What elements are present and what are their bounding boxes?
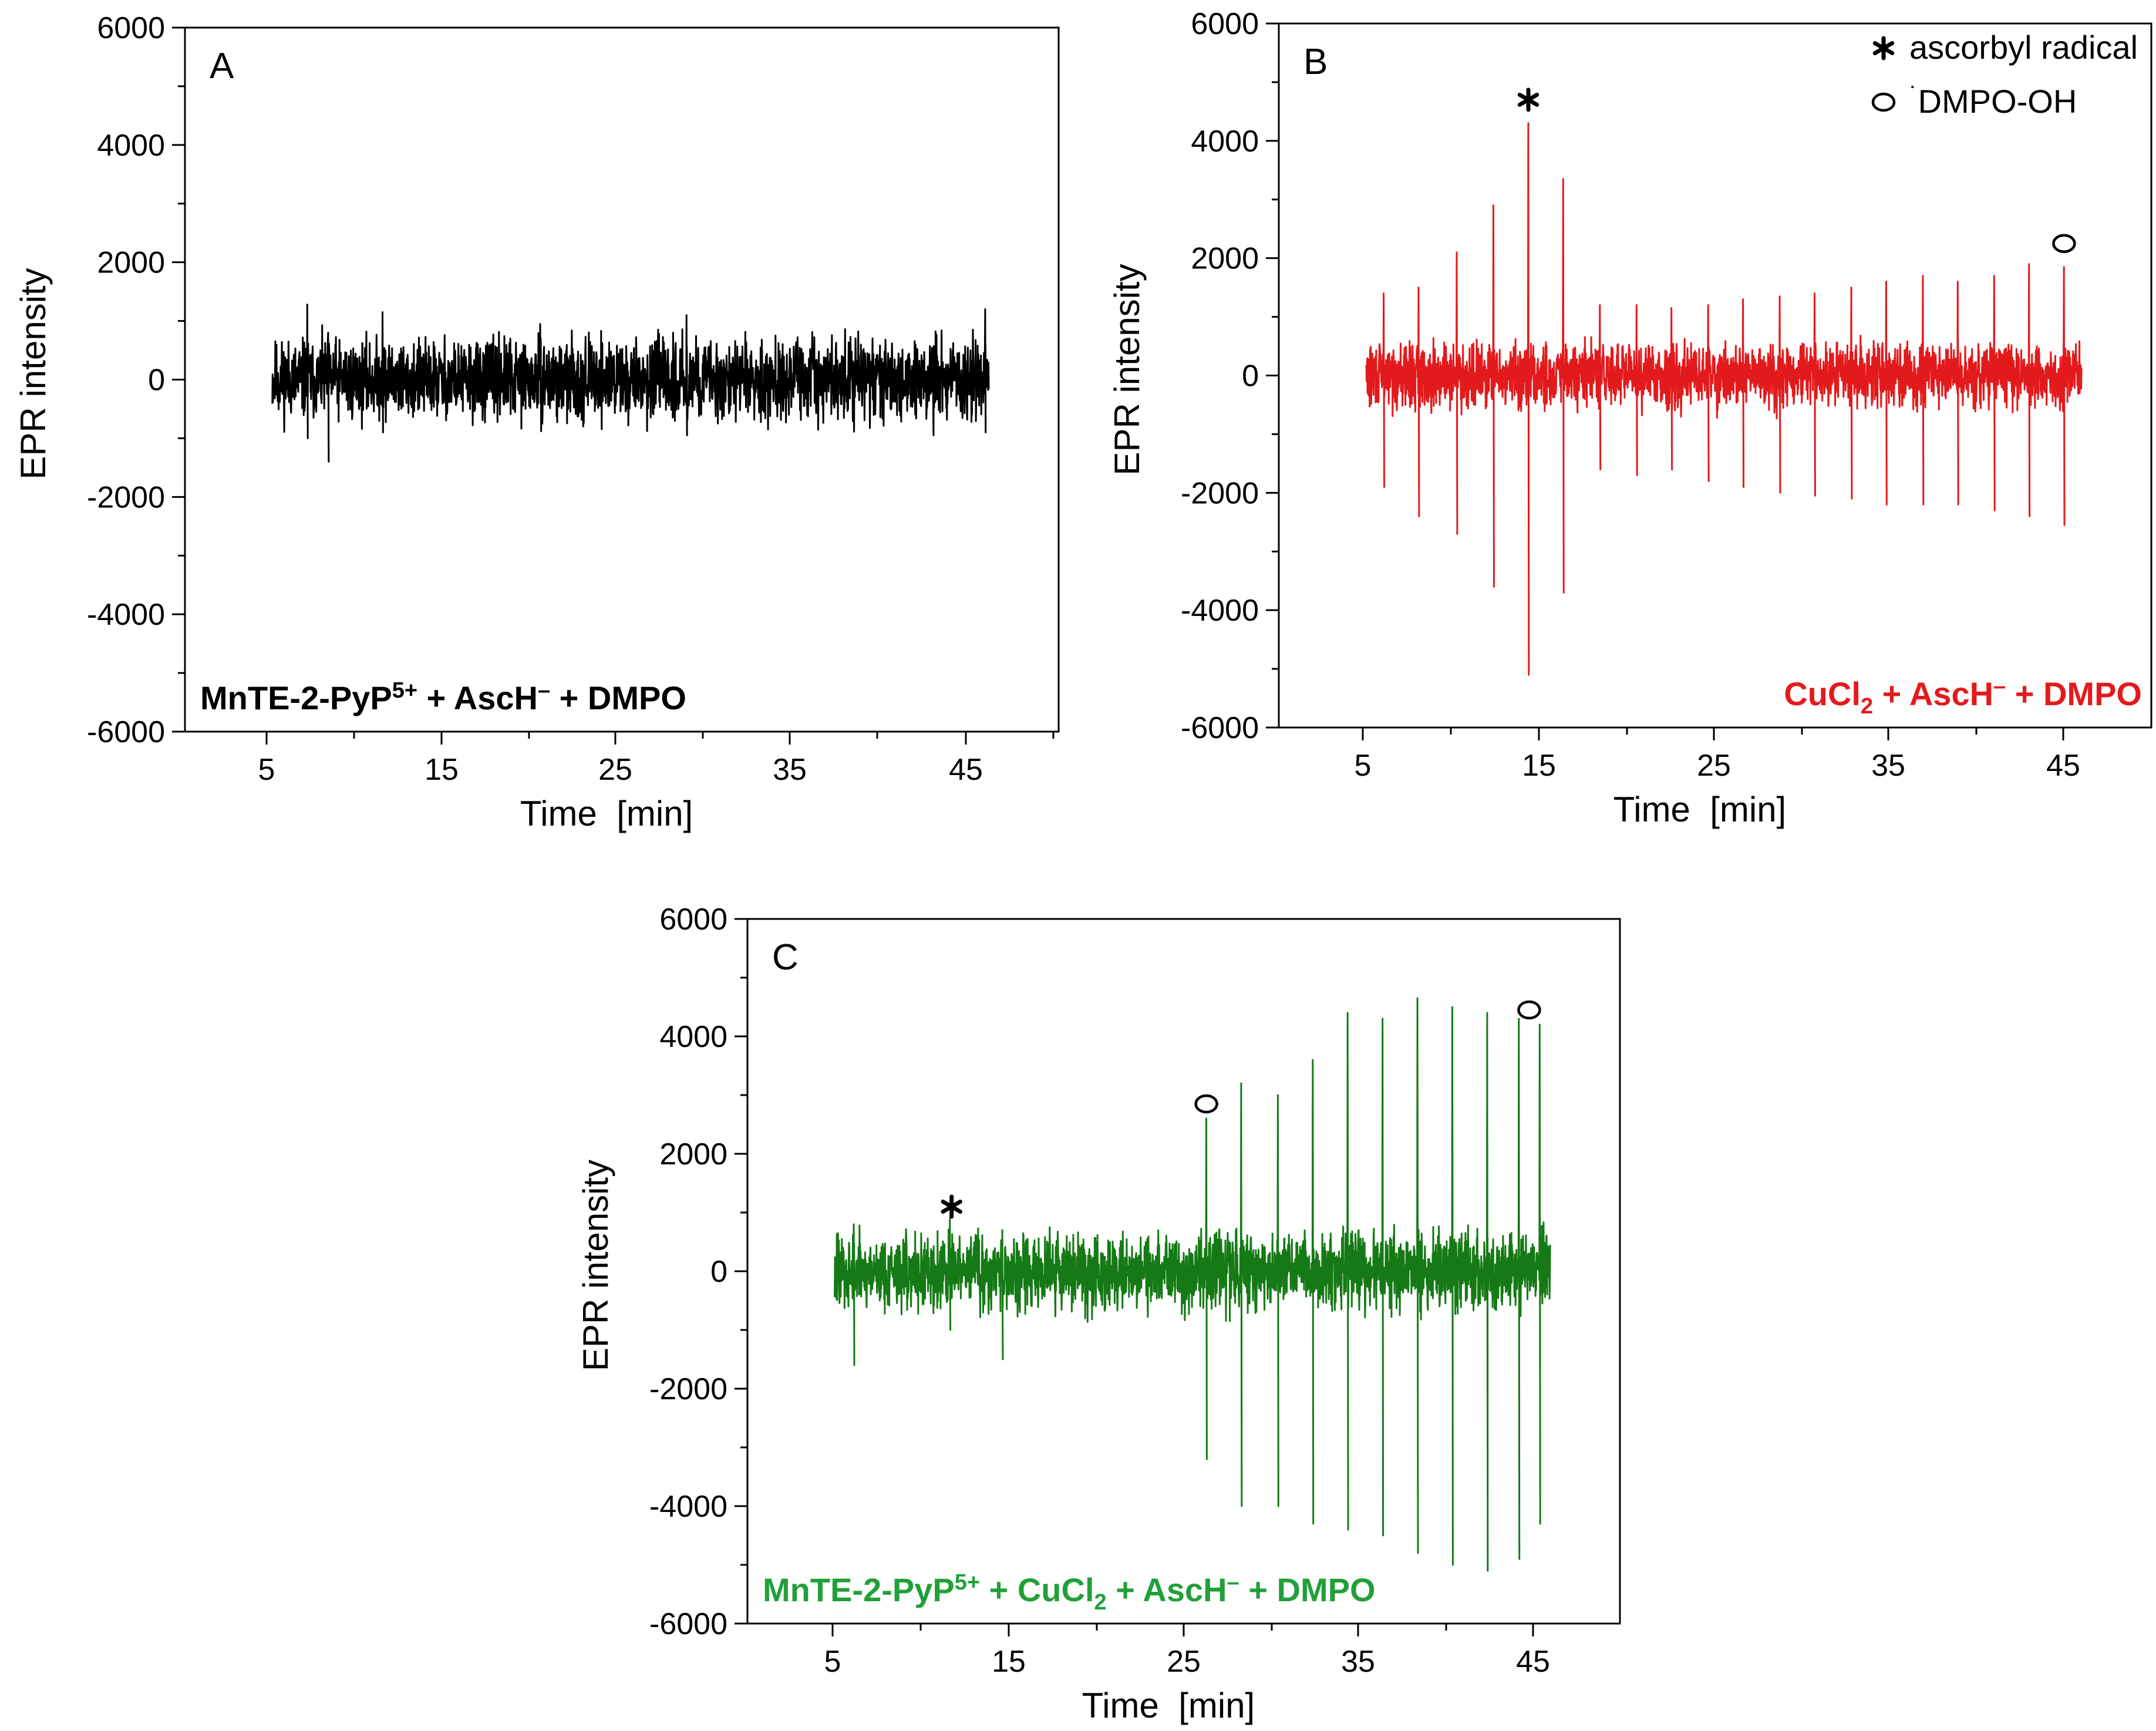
y-tick-label: 6000 <box>659 902 727 937</box>
condition-part: – <box>1993 674 2006 699</box>
x-axis-title: Time [min] <box>520 794 693 833</box>
y-tick-label: 6000 <box>97 11 165 45</box>
y-tick-label: 6000 <box>1191 7 1259 41</box>
condition-part: MnTE-2-PyP <box>200 679 392 716</box>
panel-b: 6000 4000 2000 0 -2000 -4000 -6000 5 15 25 35 45 Tim… <box>1107 7 2152 829</box>
condition-part: MnTE-2-PyP <box>763 1571 955 1608</box>
condition-part: + AscH <box>1107 1571 1227 1608</box>
x-tick-label: 15 <box>1522 749 1556 783</box>
y-tick-label: -2000 <box>1181 476 1259 510</box>
series-line <box>271 304 990 463</box>
x-tick-label: 35 <box>1341 1645 1375 1679</box>
y-tick-label: 2000 <box>97 246 165 280</box>
y-tick-label: 2000 <box>1191 242 1259 276</box>
y-tick-label: -4000 <box>1181 594 1259 628</box>
y-tick-label: 4000 <box>1191 124 1259 159</box>
x-tick-label: 5 <box>824 1645 841 1679</box>
y-tick-label: -6000 <box>1181 711 1259 745</box>
dmpo-oh-marker <box>1194 1094 1218 1114</box>
condition-part: + CuCl <box>980 1571 1094 1608</box>
y-tick-label: -4000 <box>649 1490 727 1524</box>
y-axis-title: EPR intensity <box>1107 264 1147 475</box>
ascorbyl-marker <box>941 1194 962 1219</box>
condition-part: – <box>1227 1570 1239 1595</box>
x-tick-label: 5 <box>258 753 275 787</box>
y-tick-label: -6000 <box>649 1607 727 1641</box>
y-tick-label: 4000 <box>659 1020 727 1054</box>
legend-prefix: ˙ <box>1909 82 1918 110</box>
condition-part: 2 <box>1861 694 1873 719</box>
panel-c: 6000 4000 2000 0 -2000 -4000 -6000 5 15 25 35 45 Tim… <box>576 902 1621 1725</box>
ascorbyl-marker <box>1517 87 1539 112</box>
x-tick-label: 25 <box>1697 749 1731 783</box>
legend-entry: ˙DMPO-OH <box>1909 82 2077 120</box>
condition-part: 5+ <box>392 678 417 703</box>
condition-part: – <box>538 678 550 703</box>
legend-entry: ascorbyl radical <box>1909 29 2138 66</box>
condition-part: + DMPO <box>2006 675 2142 712</box>
y-tick-label: -2000 <box>87 480 165 514</box>
x-tick-label: 45 <box>2046 749 2080 783</box>
series-line <box>1365 122 2083 676</box>
condition-label: MnTE-2-PyP5+ + AscH– + DMPO <box>200 678 686 716</box>
x-tick-label: 25 <box>1167 1645 1201 1679</box>
condition-part: + AscH <box>1873 675 1993 712</box>
y-tick-label: 4000 <box>97 129 165 163</box>
condition-part: 2 <box>1094 1590 1107 1615</box>
x-axis-title: Time [min] <box>1613 790 1786 829</box>
panel-label: C <box>772 937 799 978</box>
dmpo-oh-marker <box>2052 234 2076 253</box>
condition-part: 5+ <box>955 1570 980 1595</box>
x-tick-label: 45 <box>949 753 983 787</box>
condition-part: + AscH <box>417 679 538 716</box>
dmpo-oh-marker <box>1517 1000 1541 1020</box>
x-tick-label: 25 <box>598 753 632 787</box>
condition-label: MnTE-2-PyP5+ + CuCl2 + AscH– + DMPO <box>763 1570 1376 1615</box>
y-tick-label: 0 <box>710 1255 727 1289</box>
y-axis-title: EPR intensity <box>576 1160 615 1371</box>
panel-label: B <box>1303 42 1328 82</box>
condition-part: + DMPO <box>1239 1571 1376 1608</box>
x-axis-title: Time [min] <box>1082 1686 1255 1725</box>
x-tick-label: 35 <box>1871 749 1905 783</box>
legend-text: ascorbyl radical <box>1909 29 2138 66</box>
x-tick-label: 5 <box>1355 749 1372 783</box>
condition-label: CuCl2 + AscH– + DMPO <box>1784 674 2142 719</box>
condition-part: CuCl <box>1784 675 1861 712</box>
legend-star-icon <box>1872 36 1895 60</box>
y-tick-label: -2000 <box>649 1372 727 1406</box>
y-tick-label: 0 <box>148 363 165 398</box>
series-line <box>834 997 1551 1572</box>
y-tick-label: 0 <box>1242 359 1259 393</box>
y-axis-title: EPR intensity <box>14 268 53 479</box>
x-tick-label: 15 <box>992 1645 1026 1679</box>
x-tick-label: 35 <box>773 753 807 787</box>
panel-label: A <box>210 46 234 86</box>
y-tick-label: -6000 <box>87 715 165 749</box>
x-tick-label: 45 <box>1516 1645 1550 1679</box>
y-tick-label: 2000 <box>659 1137 727 1171</box>
x-tick-label: 15 <box>425 753 459 787</box>
legend-text: DMPO-OH <box>1918 83 2077 120</box>
legend-circle-icon <box>1871 92 1896 112</box>
condition-part: + DMPO <box>550 679 686 716</box>
y-tick-label: -4000 <box>87 598 165 632</box>
panel-a: 6000 4000 2000 0 -2000 -4000 -6000 5 15 25 35 45 Tim… <box>14 11 1060 833</box>
